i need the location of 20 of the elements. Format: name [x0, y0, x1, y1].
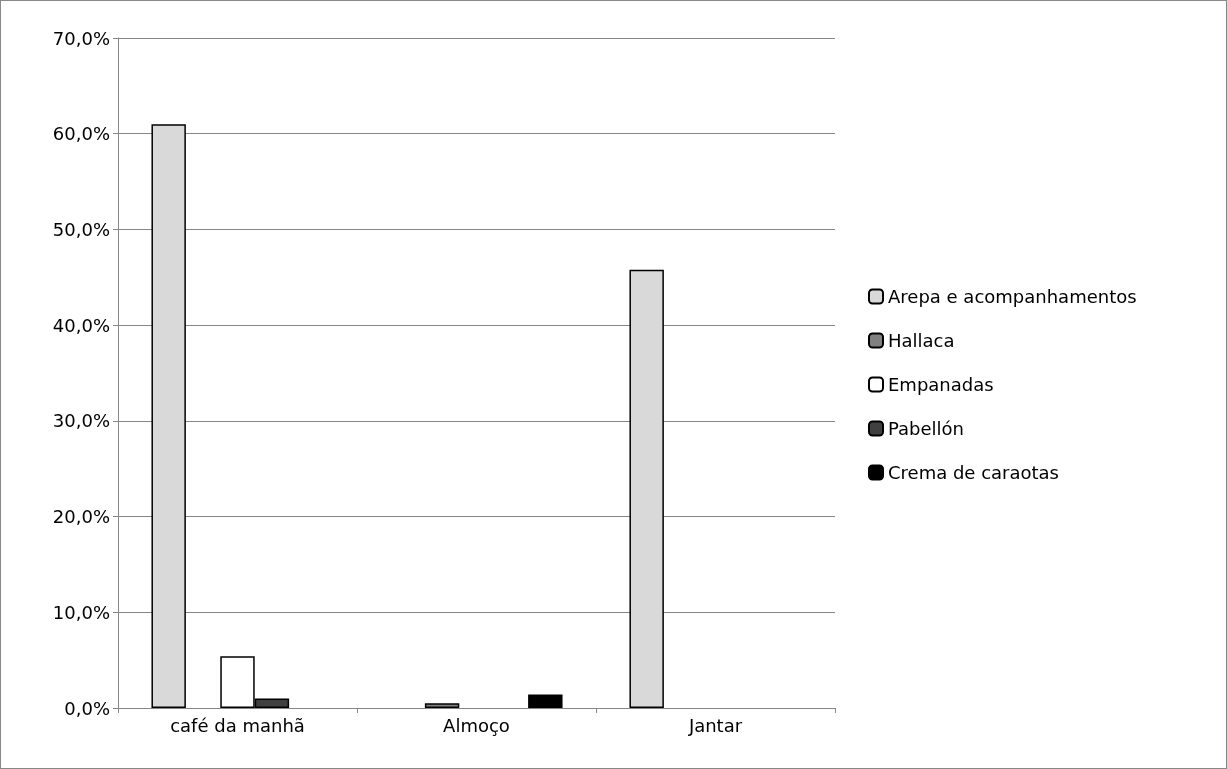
y-tick-label: 40,0%: [52, 314, 110, 336]
y-tick-label: 10,0%: [52, 601, 110, 623]
bar: [151, 124, 186, 708]
bar: [424, 703, 460, 708]
bar: [629, 269, 664, 708]
x-tick-label: Almoço: [443, 714, 510, 736]
y-tick-label: 50,0%: [52, 218, 110, 240]
legend-label: Crema de caraotas: [888, 462, 1059, 483]
x-tick-label: Jantar: [687, 714, 743, 736]
y-tick-label: 0,0%: [64, 697, 110, 719]
bar: [528, 694, 563, 708]
y-tick-label: 20,0%: [52, 506, 110, 528]
legend-label: Empanadas: [888, 374, 994, 395]
y-tick-label: 30,0%: [52, 410, 110, 432]
legend-label: Hallaca: [888, 330, 955, 351]
x-tick-label: café da manhã: [170, 714, 305, 736]
legend-label: Arepa e acompanhamentos: [888, 286, 1137, 307]
y-tick-label: 70,0%: [52, 27, 110, 49]
legend-label: Pabellón: [888, 418, 964, 439]
y-tick-label: 60,0%: [52, 123, 110, 145]
